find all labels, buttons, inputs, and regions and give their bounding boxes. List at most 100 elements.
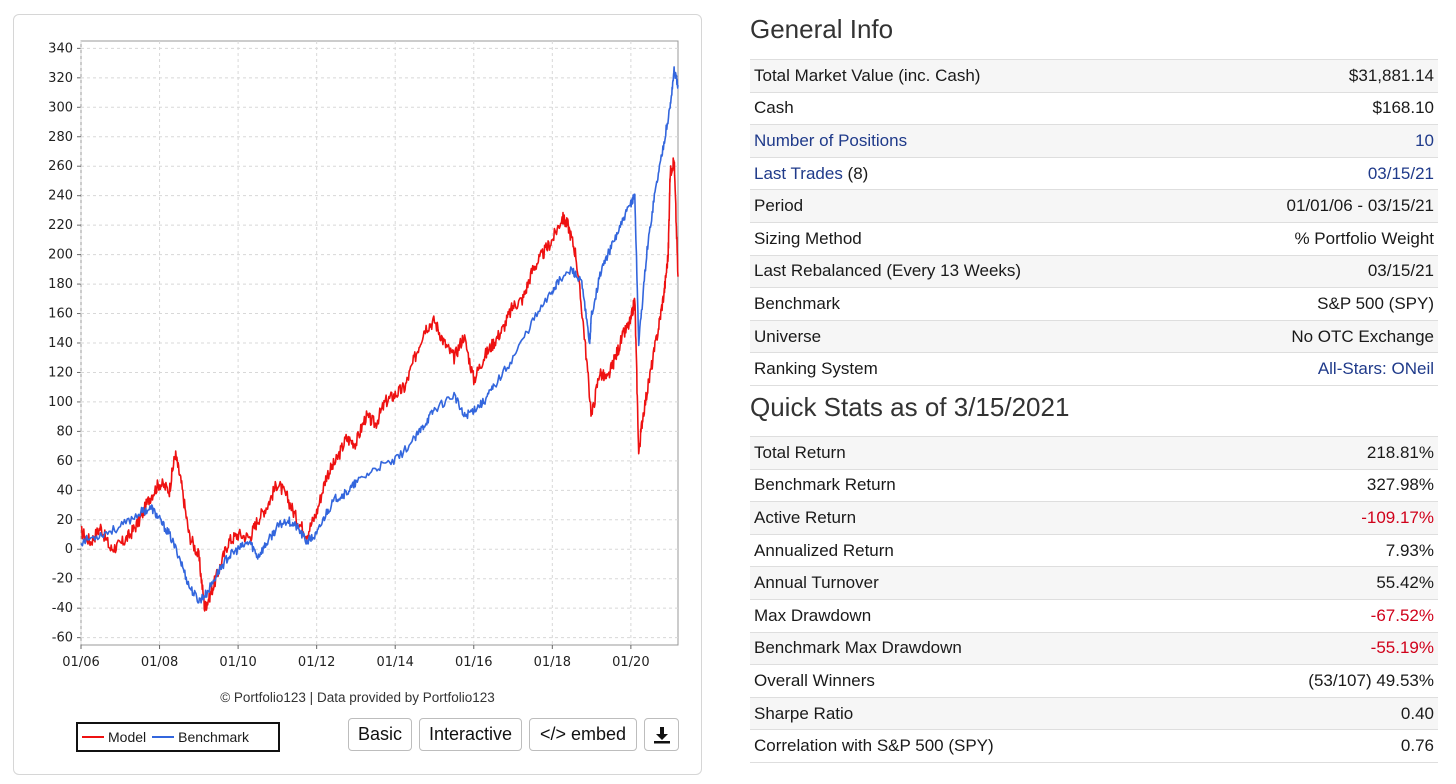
row-value: -109.17% xyxy=(1196,501,1438,535)
series-line-model xyxy=(80,157,679,612)
table-row: Last Rebalanced (Every 13 Weeks) 03/15/21 xyxy=(750,255,1438,289)
y-tick-label: 260 xyxy=(48,159,73,174)
row-label: Correlation with S&P 500 (SPY) xyxy=(750,729,1197,763)
table-row: Benchmark Max Drawdown -55.19% xyxy=(750,632,1438,666)
legend-model-swatch xyxy=(82,736,104,738)
download-icon xyxy=(653,726,670,743)
row-label: Sharpe Ratio xyxy=(750,697,1197,731)
last-trades-link[interactable]: Last Trades xyxy=(754,163,843,183)
row-label: Total Return xyxy=(750,436,1197,470)
row-label: Max Drawdown xyxy=(750,599,1197,633)
row-label: Benchmark xyxy=(750,287,1190,321)
y-tick-label: 180 xyxy=(48,277,73,292)
x-tick-label: 01/20 xyxy=(612,655,649,670)
y-tick-label: 120 xyxy=(48,365,73,380)
row-label: Benchmark Max Drawdown xyxy=(750,632,1197,666)
x-tick-label: 01/08 xyxy=(141,655,178,670)
x-tick-label: 01/16 xyxy=(455,655,492,670)
chart-copyright: © Portfolio123 | Data provided by Portfo… xyxy=(220,690,495,705)
table-row: Sharpe Ratio 0.40 xyxy=(750,697,1438,731)
quick-stats-table: Total Return 218.81% Benchmark Return 327.… xyxy=(750,436,1438,763)
plot-area xyxy=(80,40,679,646)
chart-panel: 340 320 300 280 260 240 220 200 180 160 140 120 100 8… xyxy=(13,14,702,775)
legend-model: Model xyxy=(82,729,146,745)
row-label: Benchmark Return xyxy=(750,469,1197,503)
legend-benchmark-swatch xyxy=(152,736,175,738)
row-value: -55.19% xyxy=(1196,632,1438,666)
row-label: Ranking System xyxy=(750,352,1190,386)
performance-chart: 3403203002802602402202001801601401201008… xyxy=(48,40,679,670)
table-row: Total Return 218.81% xyxy=(750,436,1438,470)
y-tick-label: 200 xyxy=(48,248,73,263)
last-trades-date-link[interactable]: 03/15/21 xyxy=(1367,163,1434,183)
row-value: -67.52% xyxy=(1196,599,1438,633)
ranking-system-link[interactable]: All-Stars: ONeil xyxy=(1317,359,1434,379)
y-tick-label: 20 xyxy=(56,513,73,528)
y-tick-label: 100 xyxy=(48,395,73,410)
row-label: Sizing Method xyxy=(750,222,1190,256)
series-line-benchmark xyxy=(80,66,679,604)
y-tick-label: 340 xyxy=(48,41,73,56)
row-label: Active Return xyxy=(750,501,1197,535)
table-row: Max Drawdown -67.52% xyxy=(750,599,1438,633)
table-row: Sizing Method% Portfolio Weight xyxy=(750,222,1438,256)
row-label: Cash xyxy=(750,92,1190,126)
row-value: $31,881.14 xyxy=(1189,59,1438,93)
row-value: (53/107) 49.53% xyxy=(1196,664,1438,698)
row-value: 0.40 xyxy=(1196,697,1438,731)
y-tick-label: 240 xyxy=(48,189,73,204)
table-row: Universe No OTC Exchange xyxy=(750,320,1438,354)
y-tick-label: 40 xyxy=(56,483,73,498)
row-label: Universe xyxy=(750,320,1190,354)
embed-button[interactable]: </> embed xyxy=(529,718,637,751)
x-tick-label: 01/10 xyxy=(219,655,256,670)
legend-model-label: Model xyxy=(108,729,147,745)
chart-legend: Model Benchmark xyxy=(76,722,280,752)
row-label: Annualized Return xyxy=(750,534,1197,568)
row-value: No OTC Exchange xyxy=(1189,320,1438,354)
x-tick-label: 01/06 xyxy=(62,655,99,670)
table-row: Ranking System All-Stars: ONeil xyxy=(750,352,1438,386)
row-value: 03/15/21 xyxy=(1189,255,1438,289)
basic-button[interactable]: Basic xyxy=(348,718,412,751)
legend-benchmark-label: Benchmark xyxy=(178,729,249,745)
table-row: Active Return -109.17% xyxy=(750,501,1438,535)
table-row: Last Trades (8) 03/15/21 xyxy=(750,157,1438,191)
row-label: Period xyxy=(750,189,1190,223)
y-tick-label: 300 xyxy=(48,100,73,115)
download-button[interactable] xyxy=(644,718,679,751)
y-tick-label: 280 xyxy=(48,130,73,145)
general-info-title: General Info xyxy=(750,14,894,44)
x-tick-label: 01/18 xyxy=(534,655,571,670)
row-label: Last Rebalanced (Every 13 Weeks) xyxy=(750,255,1190,289)
table-row: Period 01/01/06 - 03/15/21 xyxy=(750,189,1438,223)
y-tick-label: 0 xyxy=(65,542,73,557)
row-value: $168.10 xyxy=(1189,92,1438,126)
interactive-button[interactable]: Interactive xyxy=(419,718,522,751)
table-row: Total Market Value (inc. Cash) $31,881.14 xyxy=(750,59,1438,93)
y-tick-label: 220 xyxy=(48,218,73,233)
y-tick-label: 160 xyxy=(48,307,73,322)
legend-benchmark: Benchmark xyxy=(152,729,249,745)
quick-stats-title: Quick Stats as of 3/15/2021 xyxy=(750,392,1070,422)
positions-link[interactable]: Number of Positions xyxy=(754,130,908,150)
row-value: 327.98% xyxy=(1196,469,1438,503)
row-label: Overall Winners xyxy=(750,664,1197,698)
row-value: 0.76 xyxy=(1196,729,1438,763)
row-value: 218.81% xyxy=(1196,436,1438,470)
row-value: 7.93% xyxy=(1196,534,1438,568)
row-label: Total Market Value (inc. Cash) xyxy=(750,59,1190,93)
table-row: Correlation with S&P 500 (SPY) 0.76 xyxy=(750,729,1438,763)
table-row: Cash $168.10 xyxy=(750,92,1438,126)
table-row: Number of Positions 10 xyxy=(750,124,1438,158)
positions-count-link[interactable]: 10 xyxy=(1415,130,1434,150)
general-info-table: Total Market Value (inc. Cash) $31,881.14… xyxy=(750,59,1438,386)
row-value: % Portfolio Weight xyxy=(1189,222,1438,256)
table-row: Annualized Return 7.93% xyxy=(750,534,1438,568)
y-tick-label: 80 xyxy=(56,424,73,439)
y-tick-label: -60 xyxy=(52,631,73,646)
table-row: Overall Winners (53/107) 49.53% xyxy=(750,664,1438,698)
row-value: S&P 500 (SPY) xyxy=(1189,287,1438,321)
x-tick-label: 01/12 xyxy=(298,655,335,670)
last-trades-count: (8) xyxy=(842,163,869,183)
